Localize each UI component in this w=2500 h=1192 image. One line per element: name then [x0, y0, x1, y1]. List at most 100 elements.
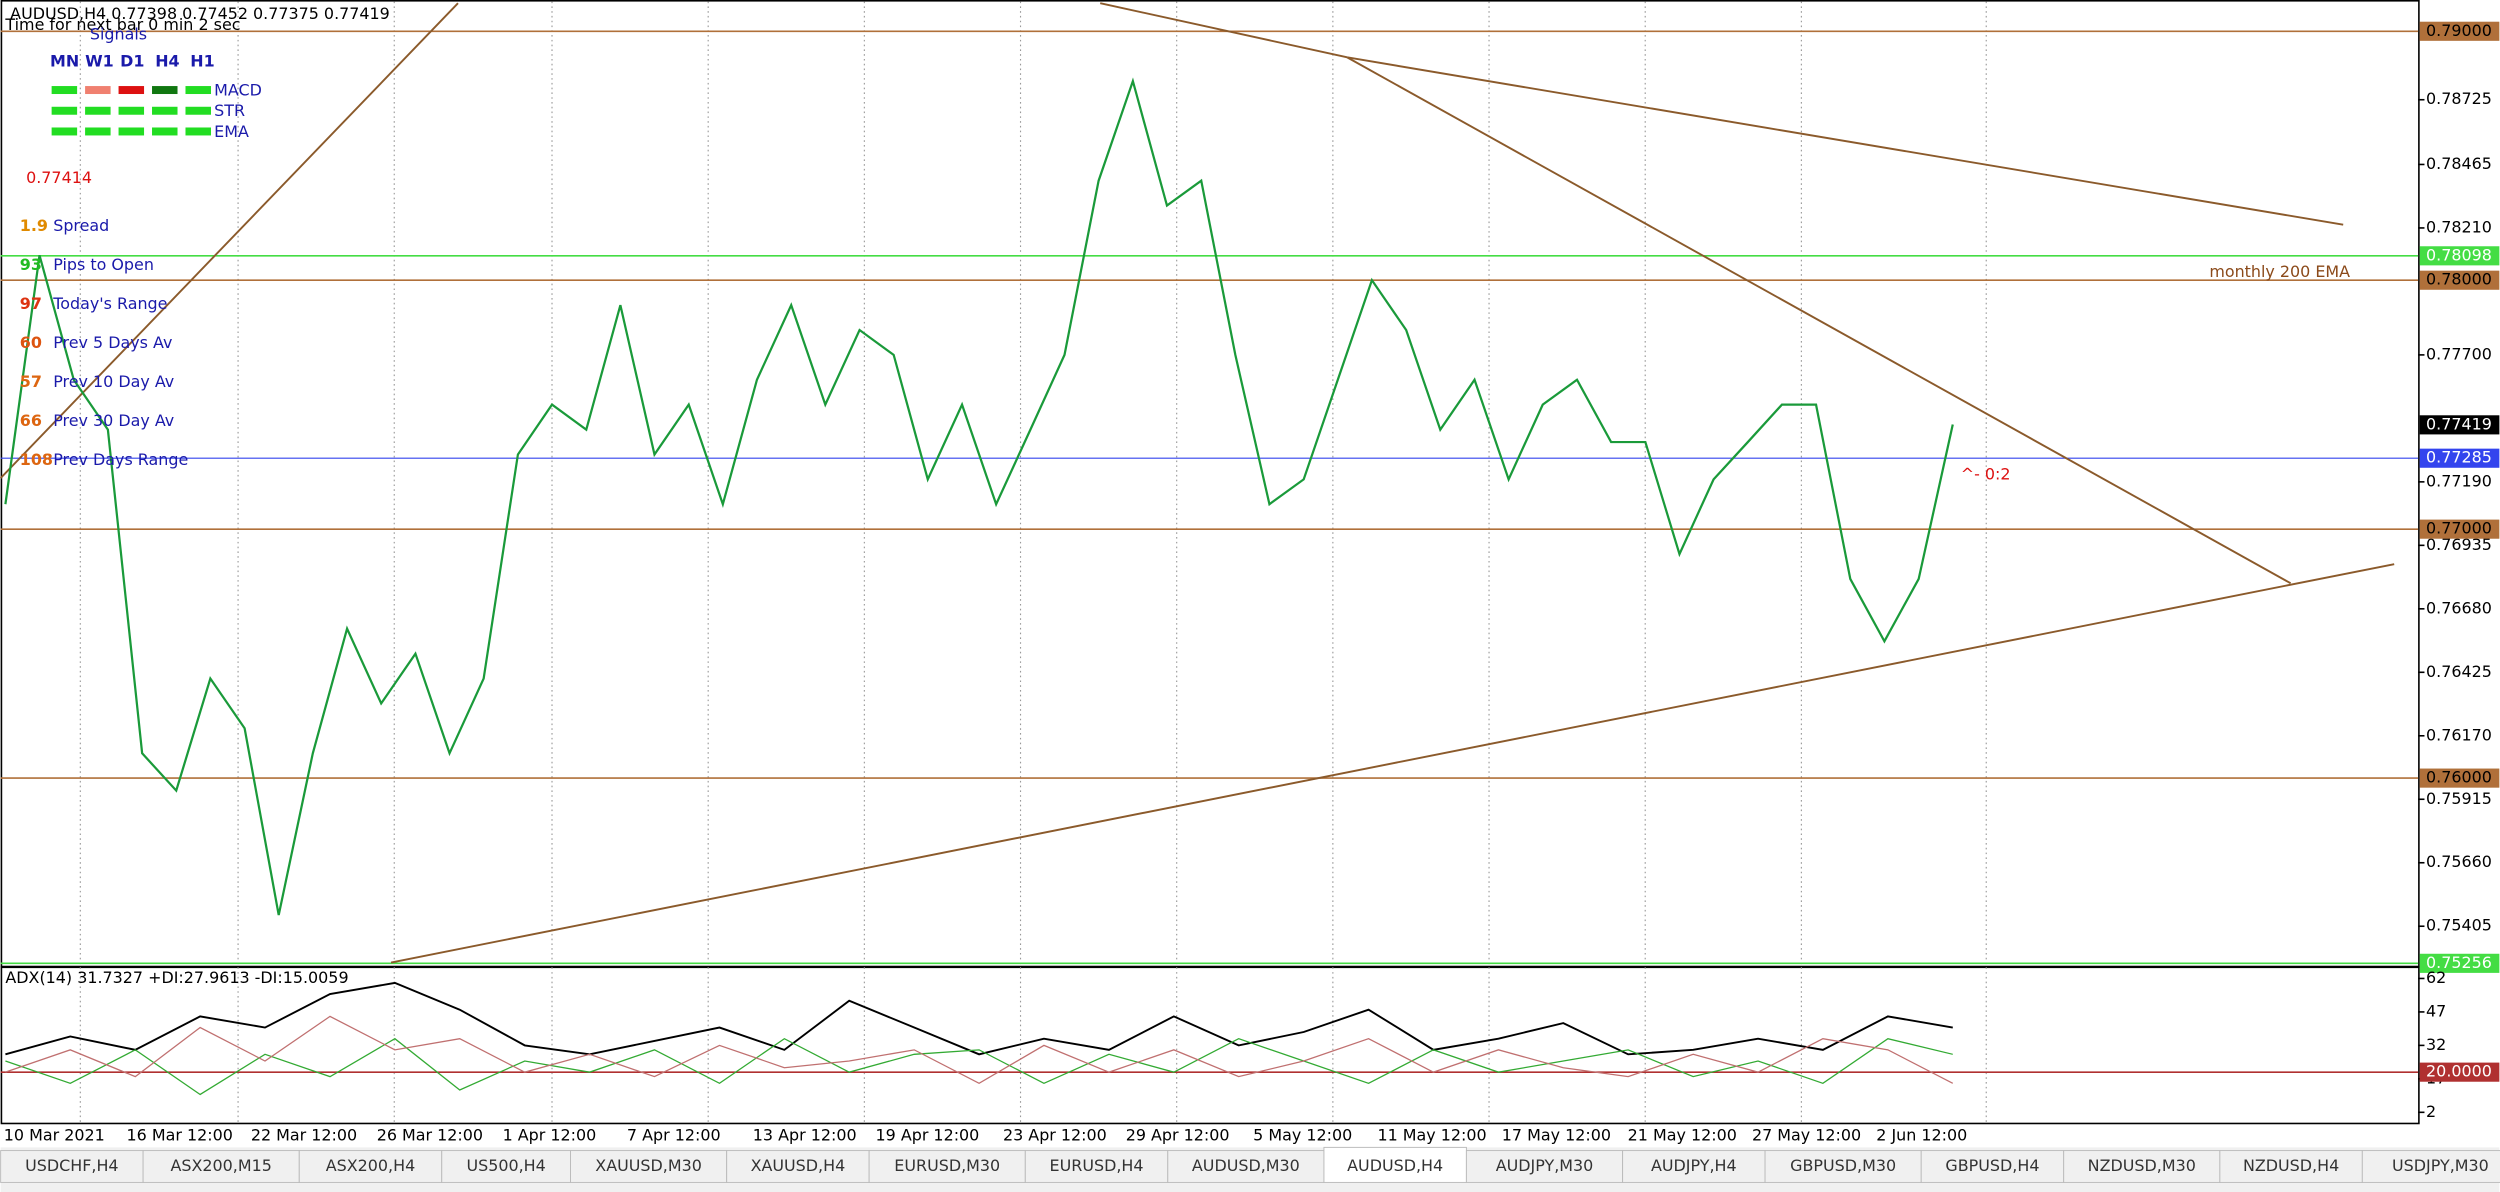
tab[interactable]	[1465, 1150, 1624, 1183]
info-value: 66	[20, 411, 42, 430]
tab-label[interactable]: AUDUSD,M30	[1192, 1156, 1300, 1175]
signal-box	[51, 127, 78, 136]
big-price: 0.77414	[26, 168, 92, 187]
timer: Time for next bar 0 min 2 sec	[4, 15, 240, 34]
tab-label[interactable]: AUDJPY,M30	[1496, 1156, 1594, 1175]
adx-level-bg	[2419, 1062, 2500, 1082]
info-label: Today's Range	[52, 294, 167, 313]
signal-name: EMA	[214, 122, 249, 141]
tab[interactable]	[441, 1150, 571, 1183]
tab[interactable]	[570, 1150, 728, 1183]
signal-box	[85, 106, 111, 115]
time-label: 19 Apr 12:00	[876, 1126, 980, 1145]
tab-label[interactable]: NZDUSD,M30	[2088, 1156, 2196, 1175]
level-label: 0.77419	[2426, 414, 2492, 433]
tab-label[interactable]: AUDJPY,H4	[1651, 1156, 1737, 1175]
time-label: 27 May 12:00	[1752, 1126, 1861, 1145]
adx-tick-label: 2	[2426, 1102, 2436, 1121]
info-value: 93	[20, 255, 42, 274]
level-label: 0.75256	[2426, 953, 2492, 972]
price-line	[4, 77, 1954, 916]
level-label: 0.78000	[2426, 270, 2492, 289]
level-label-bg	[2419, 270, 2500, 290]
tab-label[interactable]: USDCHF,H4	[25, 1156, 118, 1175]
grid	[0, 0, 2425, 1125]
level-label: 0.78098	[2426, 245, 2492, 264]
info-label: Spread	[53, 216, 109, 235]
y-tick-label: 0.75915	[2426, 789, 2492, 808]
time-label: 5 May 12:00	[1253, 1126, 1352, 1145]
y-tick-label: 0.76425	[2426, 662, 2492, 681]
tab[interactable]	[1764, 1150, 1922, 1183]
tab-label[interactable]: ASX200,H4	[326, 1156, 415, 1175]
tab[interactable]	[868, 1150, 1026, 1183]
signal-box	[118, 86, 145, 95]
tab-label[interactable]: XAUUSD,M30	[595, 1156, 702, 1175]
tab[interactable]	[1323, 1146, 1467, 1183]
y-tick-label: 0.76935	[2426, 535, 2492, 554]
tab[interactable]	[726, 1150, 870, 1183]
adx-tick-label: 62	[2426, 968, 2446, 987]
time-label: 29 Apr 12:00	[1126, 1126, 1230, 1145]
tab-label[interactable]: AUDUSD,H4	[1347, 1156, 1443, 1175]
trend-line	[0, 2, 459, 479]
y-tick-label: 0.77700	[2426, 344, 2492, 363]
tab[interactable]	[2361, 1150, 2500, 1183]
level-label-bg	[2419, 448, 2500, 468]
tab[interactable]	[298, 1150, 443, 1183]
tab[interactable]	[0, 1150, 144, 1183]
y-tick-label: 0.77190	[2426, 471, 2492, 490]
adx-line	[5, 1015, 1954, 1085]
tab-label[interactable]: GBPUSD,H4	[1945, 1156, 2039, 1175]
signals-title: Signals	[90, 25, 147, 44]
signal-box	[85, 127, 111, 136]
tab-label[interactable]: GBPUSD,M30	[1790, 1156, 1896, 1175]
level-label-bg	[2419, 246, 2500, 266]
level-label-bg	[2419, 415, 2500, 435]
tab[interactable]	[1024, 1150, 1169, 1183]
tab-label[interactable]: NZDUSD,H4	[2243, 1156, 2339, 1175]
signal-box	[185, 106, 211, 115]
level-label-bg	[2419, 768, 2500, 788]
tab[interactable]	[2219, 1150, 2363, 1183]
y-tick-label: 0.78465	[2426, 154, 2492, 173]
marks	[4, 77, 1954, 1096]
level-label-bg	[2419, 21, 2500, 41]
time-label: 11 May 12:00	[1377, 1126, 1486, 1145]
adx-level-label: 20.0000	[2426, 1062, 2492, 1081]
level-label-bg	[2419, 953, 2500, 973]
time-label: 23 Apr 12:00	[1003, 1126, 1107, 1145]
tab-label[interactable]: USDJPY,M30	[2392, 1156, 2489, 1175]
signal-box	[118, 127, 145, 136]
level-label-bg	[2419, 519, 2500, 539]
adx-tick-label: 47	[2426, 1001, 2446, 1020]
timeframe: D1	[120, 52, 144, 71]
tab-label[interactable]: ASX200,M15	[171, 1156, 272, 1175]
info-value: 57	[20, 372, 42, 391]
time-label: 2 Jun 12:00	[1876, 1126, 1967, 1145]
tab[interactable]	[1622, 1150, 1766, 1183]
signal-box	[51, 86, 78, 95]
signal-box	[85, 86, 111, 95]
count-note: ^- 0:2	[1961, 464, 2011, 483]
time-label: 22 Mar 12:00	[251, 1126, 357, 1145]
info-value: 108	[20, 450, 53, 469]
adx-tick-label: 32	[2426, 1035, 2446, 1054]
level-label: 0.77000	[2426, 519, 2492, 538]
signal-box	[152, 127, 178, 136]
signal-box	[152, 106, 178, 115]
tab-label[interactable]: XAUUSD,H4	[751, 1156, 846, 1175]
timeframe: MN	[50, 52, 79, 71]
tab[interactable]	[1920, 1150, 2065, 1183]
tab-label[interactable]: EURUSD,H4	[1050, 1156, 1144, 1175]
tab-label[interactable]: US500,H4	[466, 1156, 545, 1175]
info-label: Prev 30 Day Av	[53, 411, 174, 430]
time-label: 13 Apr 12:00	[753, 1126, 857, 1145]
time-label: 1 Apr 12:00	[503, 1126, 597, 1145]
time-label: 21 May 12:00	[1628, 1126, 1737, 1145]
info-value: 60	[20, 333, 42, 352]
signal-box	[118, 106, 145, 115]
tab-label[interactable]: EURUSD,M30	[894, 1156, 1000, 1175]
ema-note: monthly 200 EMA	[2209, 262, 2350, 281]
